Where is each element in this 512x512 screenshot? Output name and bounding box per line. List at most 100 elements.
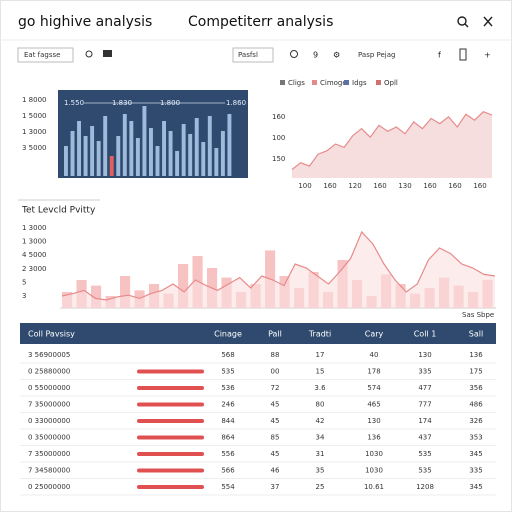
cell: 00: [271, 368, 280, 376]
panel-legend: 1.830: [112, 99, 132, 107]
area-fill: [62, 232, 495, 308]
cell: 356: [469, 384, 483, 392]
y-label: 3 5000: [22, 144, 47, 152]
row-bar: [137, 485, 204, 489]
column-header: Cinage: [214, 330, 242, 339]
bar: [96, 141, 101, 176]
bar: [168, 131, 173, 176]
add-icon[interactable]: +: [484, 51, 491, 60]
line: [61, 230, 496, 301]
cell: 535: [418, 467, 431, 475]
bar: [188, 134, 193, 176]
bar: [207, 116, 212, 176]
cell: 37: [271, 483, 280, 491]
bar: [77, 121, 81, 176]
cell: 0 33000000: [28, 417, 70, 425]
cell: 465: [367, 401, 380, 409]
cell: 345: [469, 483, 482, 491]
cell: 31: [316, 450, 325, 458]
y-label: 150: [272, 155, 285, 163]
bar: [129, 121, 134, 176]
x-label: 160: [323, 182, 336, 190]
column-header: Pall: [268, 330, 282, 339]
cell: 35: [316, 467, 325, 475]
bar: [135, 138, 140, 176]
cell: 844: [221, 417, 235, 425]
icon[interactable]: f: [438, 51, 441, 60]
cell: 574: [367, 384, 381, 392]
cell: 136: [367, 434, 381, 442]
legend-swatch: [280, 80, 285, 85]
bar: [175, 151, 180, 176]
page-title: Competiterr analysis: [188, 14, 333, 30]
cell: 335: [469, 467, 482, 475]
filter-button[interactable]: [17, 47, 74, 63]
cell: 45: [271, 417, 280, 425]
panel-legend: 1.800: [160, 99, 180, 107]
bar: [178, 264, 189, 308]
cell: 0 55000000: [28, 384, 70, 392]
y-label: 1 8000: [22, 96, 47, 104]
y-label: 2 3000: [22, 265, 47, 273]
row-bar: [137, 386, 204, 390]
cell: 15: [316, 368, 325, 376]
x-label: 160: [423, 182, 436, 190]
y-label: 160: [272, 113, 285, 121]
cell: 326: [469, 417, 483, 425]
column-header: Tradti: [308, 330, 331, 339]
cell: 246: [221, 401, 235, 409]
bar: [227, 114, 232, 176]
bar: [120, 276, 131, 308]
bar: [181, 124, 186, 176]
cell: 437: [418, 434, 431, 442]
cell: 535: [221, 368, 234, 376]
cell: 3.6: [314, 384, 326, 392]
chart-note: Sas Sbpe: [462, 311, 494, 319]
column-header: Coll Pavsisy: [28, 330, 75, 339]
bar: [70, 131, 75, 176]
row-bar: [137, 452, 204, 456]
icon[interactable]: ⚙: [333, 51, 340, 60]
cell: 7 34580000: [28, 467, 70, 475]
phone-icon[interactable]: [459, 48, 467, 61]
cell: 80: [316, 401, 325, 409]
area-fill: [292, 111, 492, 178]
bar: [64, 146, 68, 176]
cell: 178: [367, 368, 380, 376]
bar: [194, 118, 199, 176]
x-label: 160: [473, 182, 486, 190]
cell: 7 35000000: [28, 401, 70, 409]
x-label: 100: [298, 182, 311, 190]
user-icon[interactable]: [85, 50, 93, 58]
bar: [91, 285, 102, 308]
cell: 130: [418, 351, 431, 359]
bar: [220, 131, 225, 176]
column-header: Cary: [365, 330, 384, 339]
filter-label: Eat fagsse: [24, 51, 60, 59]
bar: [83, 136, 88, 176]
panel-legend: 1.550: [64, 99, 84, 107]
close-icon[interactable]: [483, 16, 493, 27]
bar: [90, 126, 95, 176]
cell: 136: [469, 351, 483, 359]
x-label: 160: [448, 182, 461, 190]
bar: [116, 136, 121, 176]
bar: [162, 121, 166, 176]
y-label: 1 3000: [22, 238, 47, 246]
cell: 864: [221, 434, 235, 442]
legend-label: Idgs: [352, 79, 367, 87]
cell: 88: [271, 351, 280, 359]
cell: 10.61: [364, 483, 384, 491]
search-small[interactable]: [290, 50, 298, 58]
cell: 72: [271, 384, 280, 392]
y-label: 1 5000: [22, 112, 47, 120]
screen-icon[interactable]: [103, 50, 112, 57]
cell: 174: [418, 417, 432, 425]
dropdown[interactable]: [232, 47, 274, 63]
y-label: 1 3000: [22, 224, 47, 232]
icon[interactable]: 9: [313, 51, 318, 60]
legend-swatch: [376, 80, 381, 85]
search-icon[interactable]: [457, 16, 469, 28]
column-header: Coll 1: [414, 330, 437, 339]
